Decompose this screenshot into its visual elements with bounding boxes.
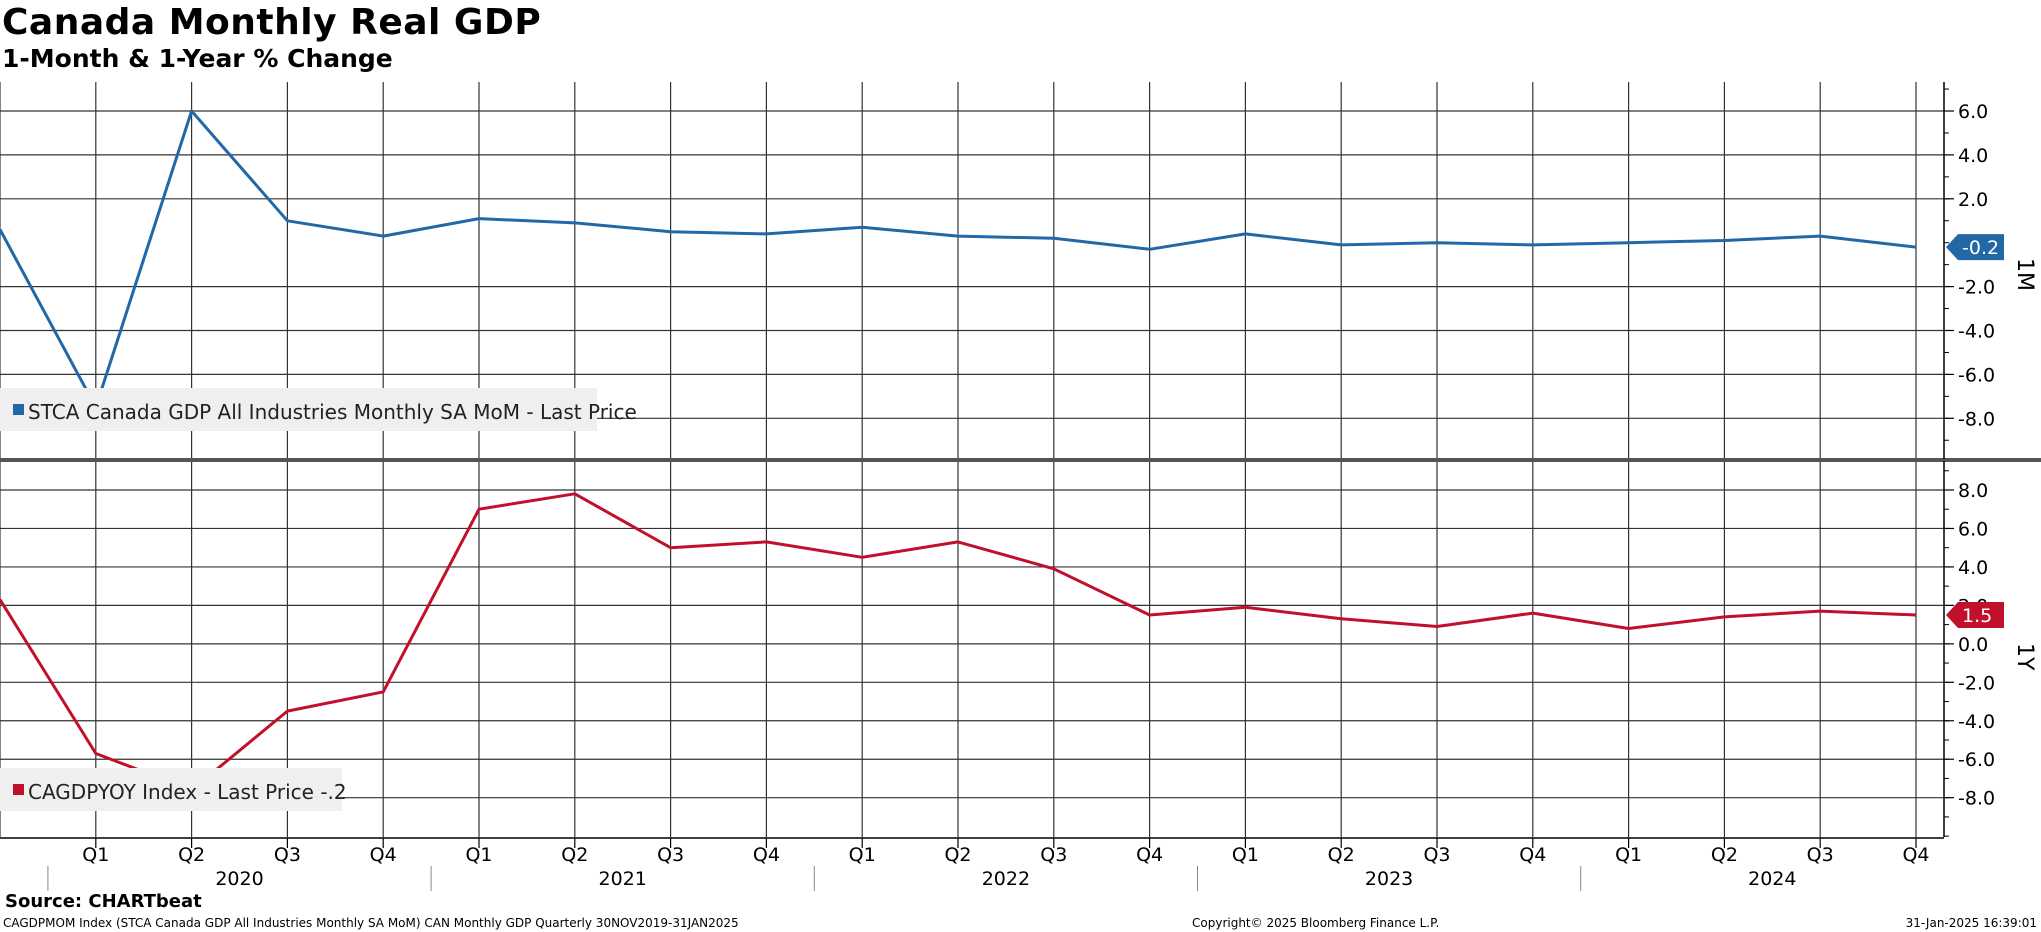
legend-label: CAGDPYOY Index - Last Price -.2 [28,780,347,804]
y-tick-label: 6.0 [1958,101,1988,123]
y-tick-label: -4.0 [1958,711,1995,733]
x-tick-label: Q1 [1232,844,1259,866]
footer-copyright: Copyright© 2025 Bloomberg Finance L.P. [1192,916,1440,930]
year-label: 2020 [215,868,263,890]
x-tick-label: Q4 [1902,844,1929,866]
x-tick-label: Q4 [370,844,397,866]
x-tick-label: Q3 [1807,844,1834,866]
panel-label: 1M [2012,258,2037,291]
x-tick-label: Q3 [1040,844,1067,866]
grid [0,82,1944,837]
x-tick-label: Q2 [561,844,588,866]
x-axis: Q1 Q2 Q3 Q4 Q1 Q2 Q3 Q4 Q1 Q2 Q3 Q4 Q1 Q2 Q3 Q4 Q1 Q2 Q3 Q4… [0,837,1944,891]
x-tick-label: Q1 [1615,844,1642,866]
y-tick-label: -6.0 [1958,749,1995,771]
chart-subtitle: 1-Month & 1-Year % Change [2,44,393,73]
legend-swatch [13,784,24,795]
year-label: 2021 [599,868,647,890]
x-tick-label: Q3 [274,844,301,866]
x-tick-label: Q4 [1136,844,1163,866]
last-value-tag [1946,234,2004,261]
y-axes: 6.0 4.0 2.0 -2.0 -4.0 -6.0 -8.0 1M -0.2 8.0 6.0 4.0… [1943,82,2037,837]
x-tick-label: Q3 [1423,844,1450,866]
year-label: 2022 [982,868,1030,890]
year-label: 2023 [1365,868,1413,890]
x-tick-label: Q3 [657,844,684,866]
legends: STCA Canada GDP All Industries Monthly S… [0,388,637,811]
legend-swatch [13,404,24,415]
y-tick-label: -6.0 [1958,364,1995,386]
source-note: Source: CHARTbeat [5,891,202,912]
y-tick-label: -2.0 [1958,277,1995,299]
footer-timestamp: 31-Jan-2025 16:39:01 [1905,916,2037,930]
y-tick-label: 0.0 [1958,634,1988,656]
y-tick-label: 2.0 [1958,189,1988,211]
chart-title: Canada Monthly Real GDP [2,2,542,43]
y-tick-label: -8.0 [1958,408,1995,430]
x-tick-label: Q4 [753,844,780,866]
series-lines [0,109,1917,792]
panel-label: 1Y [2012,643,2037,671]
x-tick-label: Q2 [1711,844,1738,866]
x-tick-label: Q1 [82,844,109,866]
x-tick-label: Q2 [944,844,971,866]
year-label: 2024 [1748,868,1796,890]
legend-label: STCA Canada GDP All Industries Monthly S… [28,400,637,424]
y-tick-label: -4.0 [1958,321,1995,343]
x-tick-label: Q1 [465,844,492,866]
y-tick-label: -8.0 [1958,788,1995,810]
x-tick-label: Q4 [1519,844,1546,866]
legend-box [0,768,342,811]
y-tick-label: 6.0 [1958,518,1988,540]
legend-box [0,388,597,431]
y-tick-label: 8.0 [1958,480,1988,502]
last-value-tag [1946,601,2004,628]
x-tick-label: Q1 [849,844,876,866]
y-tick-label: -2.0 [1958,672,1995,694]
y-tick-label: 4.0 [1958,145,1988,167]
x-tick-label: Q2 [1328,844,1355,866]
footer-description: CAGDPMOM Index (STCA Canada GDP All Indu… [3,916,739,930]
last-value-label: -0.2 [1962,237,1999,259]
y-tick-label: 4.0 [1958,557,1988,579]
last-value-label: 1.5 [1962,605,1992,627]
x-tick-label: Q2 [178,844,205,866]
